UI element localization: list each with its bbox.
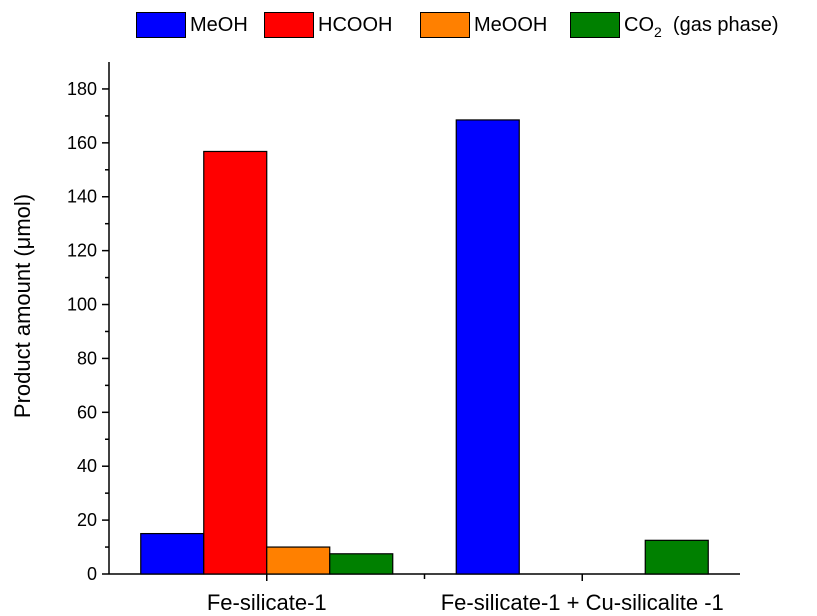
legend-label-co2: CO2 (gas phase): [624, 13, 779, 40]
bar-meoh: [140, 532, 205, 575]
legend-label-hcooh: HCOOH: [318, 13, 393, 36]
legend-swatch-hcooh: [264, 12, 314, 38]
legend-swatch-meoh: [136, 12, 186, 38]
legend-label-co2-suffix: (gas phase): [672, 13, 779, 36]
bar-hcooh: [203, 150, 268, 575]
legend: MeOH HCOOH MeOOH CO2 (gas phase): [0, 0, 817, 50]
legend-item-meoh: MeOH: [136, 10, 248, 40]
legend-label-co2-main: CO: [624, 13, 654, 36]
y-tick-label: 140: [67, 187, 97, 207]
y-tick-label: 100: [67, 295, 97, 315]
legend-swatch-meooh: [420, 12, 470, 38]
legend-item-co2: CO2 (gas phase): [570, 10, 779, 40]
x-tick-label: Fe-silicate-1: [207, 590, 327, 615]
legend-label-meooh: MeOOH: [474, 13, 548, 36]
x-tick-label: Fe-silicate-1 + Cu-silicalite -1: [441, 590, 724, 615]
legend-swatch-co2: [570, 12, 620, 38]
y-tick-label: 120: [67, 241, 97, 261]
bar-co2: [644, 539, 709, 575]
bar-co2: [329, 553, 394, 575]
legend-item-hcooh: HCOOH: [264, 10, 392, 40]
y-tick-label: 80: [77, 348, 97, 368]
bar-meooh: [266, 546, 331, 575]
bar-meoh: [455, 119, 520, 575]
y-tick-label: 160: [67, 133, 97, 153]
legend-label-co2-sub: 2: [654, 23, 662, 40]
y-tick-label: 40: [77, 456, 97, 476]
legend-item-meooh: MeOOH: [420, 10, 547, 40]
y-tick-label: 20: [77, 510, 97, 530]
y-tick-label: 180: [67, 79, 97, 99]
legend-label-meoh: MeOH: [190, 13, 248, 36]
y-tick-label: 60: [77, 402, 97, 422]
y-tick-label: 0: [87, 564, 97, 584]
